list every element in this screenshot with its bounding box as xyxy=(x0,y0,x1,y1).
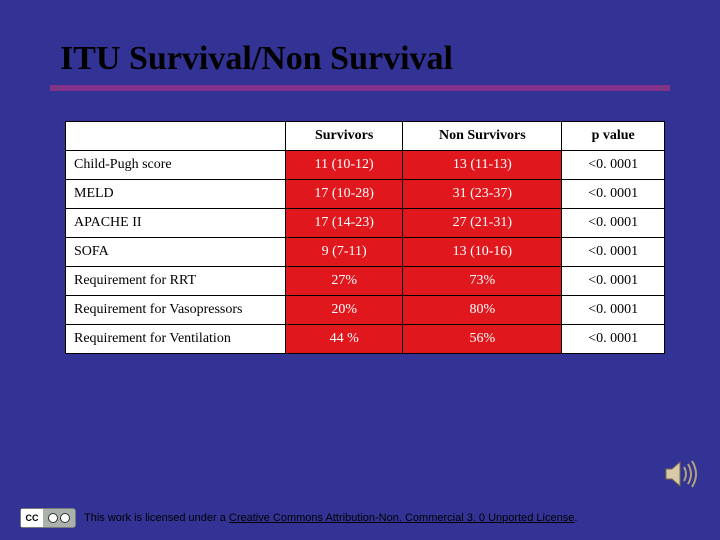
cell-non-survivors: 73% xyxy=(403,267,562,296)
cell-p-value: <0. 0001 xyxy=(562,296,665,325)
cell-p-value: <0. 0001 xyxy=(562,267,665,296)
cell-p-value: <0. 0001 xyxy=(562,151,665,180)
survival-table: Survivors Non Survivors p value Child-Pu… xyxy=(65,121,665,354)
cc-badge-label: CC xyxy=(21,509,43,527)
cell-non-survivors: 13 (11-13) xyxy=(403,151,562,180)
cell-survivors: 17 (10-28) xyxy=(286,180,403,209)
speaker-icon[interactable] xyxy=(664,459,698,494)
table-row: SOFA 9 (7-11) 13 (10-16) <0. 0001 xyxy=(66,238,665,267)
cell-p-value: <0. 0001 xyxy=(562,238,665,267)
cell-survivors: 11 (10-12) xyxy=(286,151,403,180)
row-label: Requirement for Ventilation xyxy=(66,325,286,354)
license-link[interactable]: Creative Commons Attribution-Non. Commer… xyxy=(229,512,574,524)
cc-badge-icon: CC xyxy=(20,508,76,528)
table-row: APACHE II 17 (14-23) 27 (21-31) <0. 0001 xyxy=(66,209,665,238)
cell-non-survivors: 80% xyxy=(403,296,562,325)
cell-survivors: 44 % xyxy=(286,325,403,354)
cell-survivors: 20% xyxy=(286,296,403,325)
cell-non-survivors: 56% xyxy=(403,325,562,354)
cc-badge-symbols xyxy=(43,513,75,523)
header-survivors: Survivors xyxy=(286,122,403,151)
cell-non-survivors: 13 (10-16) xyxy=(403,238,562,267)
license-text: This work is licensed under a Creative C… xyxy=(84,512,577,524)
cc-by-icon xyxy=(48,513,58,523)
license-footer: CC This work is licensed under a Creativ… xyxy=(20,508,700,528)
slide-title: ITU Survival/Non Survival xyxy=(60,40,670,77)
table-header-row: Survivors Non Survivors p value xyxy=(66,122,665,151)
cell-survivors: 17 (14-23) xyxy=(286,209,403,238)
cell-p-value: <0. 0001 xyxy=(562,180,665,209)
cell-non-survivors: 27 (21-31) xyxy=(403,209,562,238)
table-row: Requirement for Ventilation 44 % 56% <0.… xyxy=(66,325,665,354)
table-row: Requirement for RRT 27% 73% <0. 0001 xyxy=(66,267,665,296)
row-label: Requirement for Vasopressors xyxy=(66,296,286,325)
row-label: APACHE II xyxy=(66,209,286,238)
cell-non-survivors: 31 (23-37) xyxy=(403,180,562,209)
table-row: Requirement for Vasopressors 20% 80% <0.… xyxy=(66,296,665,325)
license-suffix: . xyxy=(574,512,577,524)
slide: ITU Survival/Non Survival Survivors Non … xyxy=(0,0,720,540)
table-row: MELD 17 (10-28) 31 (23-37) <0. 0001 xyxy=(66,180,665,209)
header-non-survivors: Non Survivors xyxy=(403,122,562,151)
cell-survivors: 27% xyxy=(286,267,403,296)
row-label: Requirement for RRT xyxy=(66,267,286,296)
title-underline xyxy=(50,85,670,91)
cell-survivors: 9 (7-11) xyxy=(286,238,403,267)
cc-nc-icon xyxy=(60,513,70,523)
table-row: Child-Pugh score 11 (10-12) 13 (11-13) <… xyxy=(66,151,665,180)
cell-p-value: <0. 0001 xyxy=(562,209,665,238)
header-blank xyxy=(66,122,286,151)
header-p-value: p value xyxy=(562,122,665,151)
table-body: Child-Pugh score 11 (10-12) 13 (11-13) <… xyxy=(66,151,665,354)
license-prefix: This work is licensed under a xyxy=(84,512,229,524)
row-label: SOFA xyxy=(66,238,286,267)
cell-p-value: <0. 0001 xyxy=(562,325,665,354)
row-label: MELD xyxy=(66,180,286,209)
row-label: Child-Pugh score xyxy=(66,151,286,180)
